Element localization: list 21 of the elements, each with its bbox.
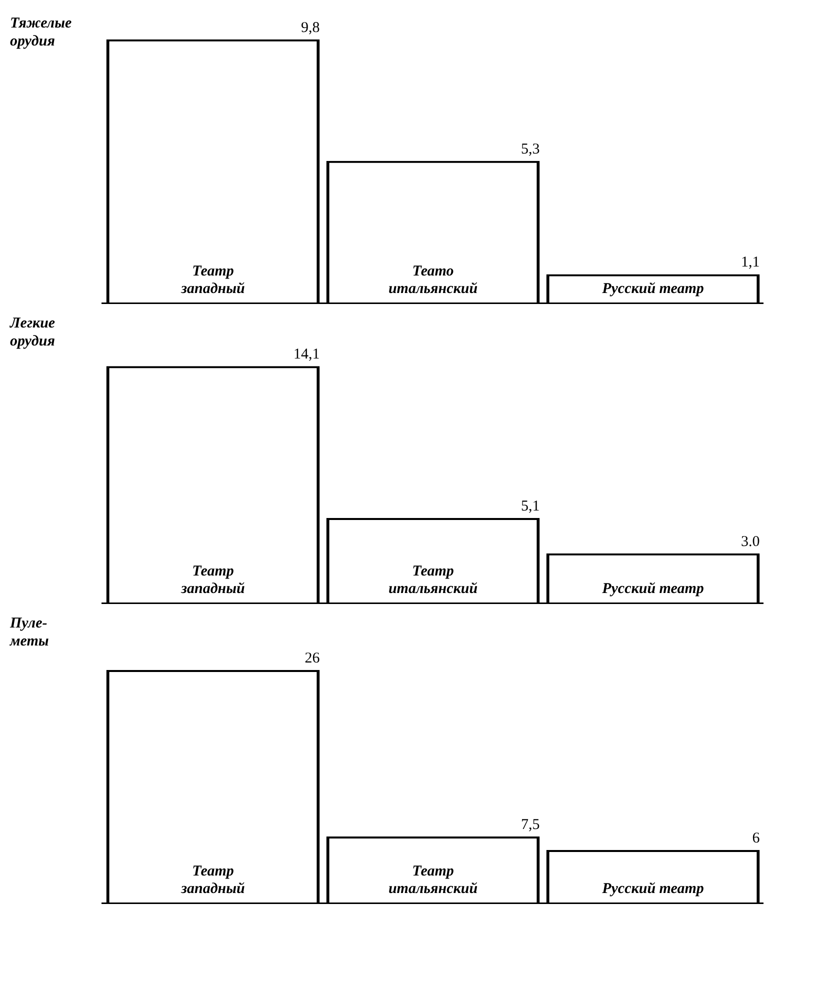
data-label: 6 <box>752 830 760 846</box>
data-label: 5,3 <box>520 141 540 158</box>
x-tick-label: Театр итальянский <box>388 564 478 597</box>
x-tick-label: Театр итальянский <box>388 864 478 897</box>
x-tick-label: Русский театр <box>602 280 704 297</box>
data-label: 26 <box>304 650 320 666</box>
x-tick-label: Русский театр <box>602 880 704 897</box>
data-label: 14,1 <box>293 346 320 362</box>
data-label: 3.0 <box>740 534 760 550</box>
x-tick-label: Театр западный <box>180 864 245 897</box>
data-label: 9,8 <box>300 20 320 36</box>
x-tick-label: Теато итальянский <box>388 264 478 297</box>
chart-title: Легкие орудия <box>9 315 56 350</box>
data-label: 7,5 <box>520 816 540 833</box>
chart-title: Тяжелые орудия <box>10 15 72 50</box>
x-tick-label: Русский театр <box>602 580 704 597</box>
x-tick-label: Театр западный <box>180 264 245 297</box>
chart-title: Пуле- меты <box>9 615 49 650</box>
data-label: 1,1 <box>740 254 760 271</box>
x-tick-label: Театр западный <box>180 564 245 597</box>
data-label: 5,1 <box>520 498 540 514</box>
